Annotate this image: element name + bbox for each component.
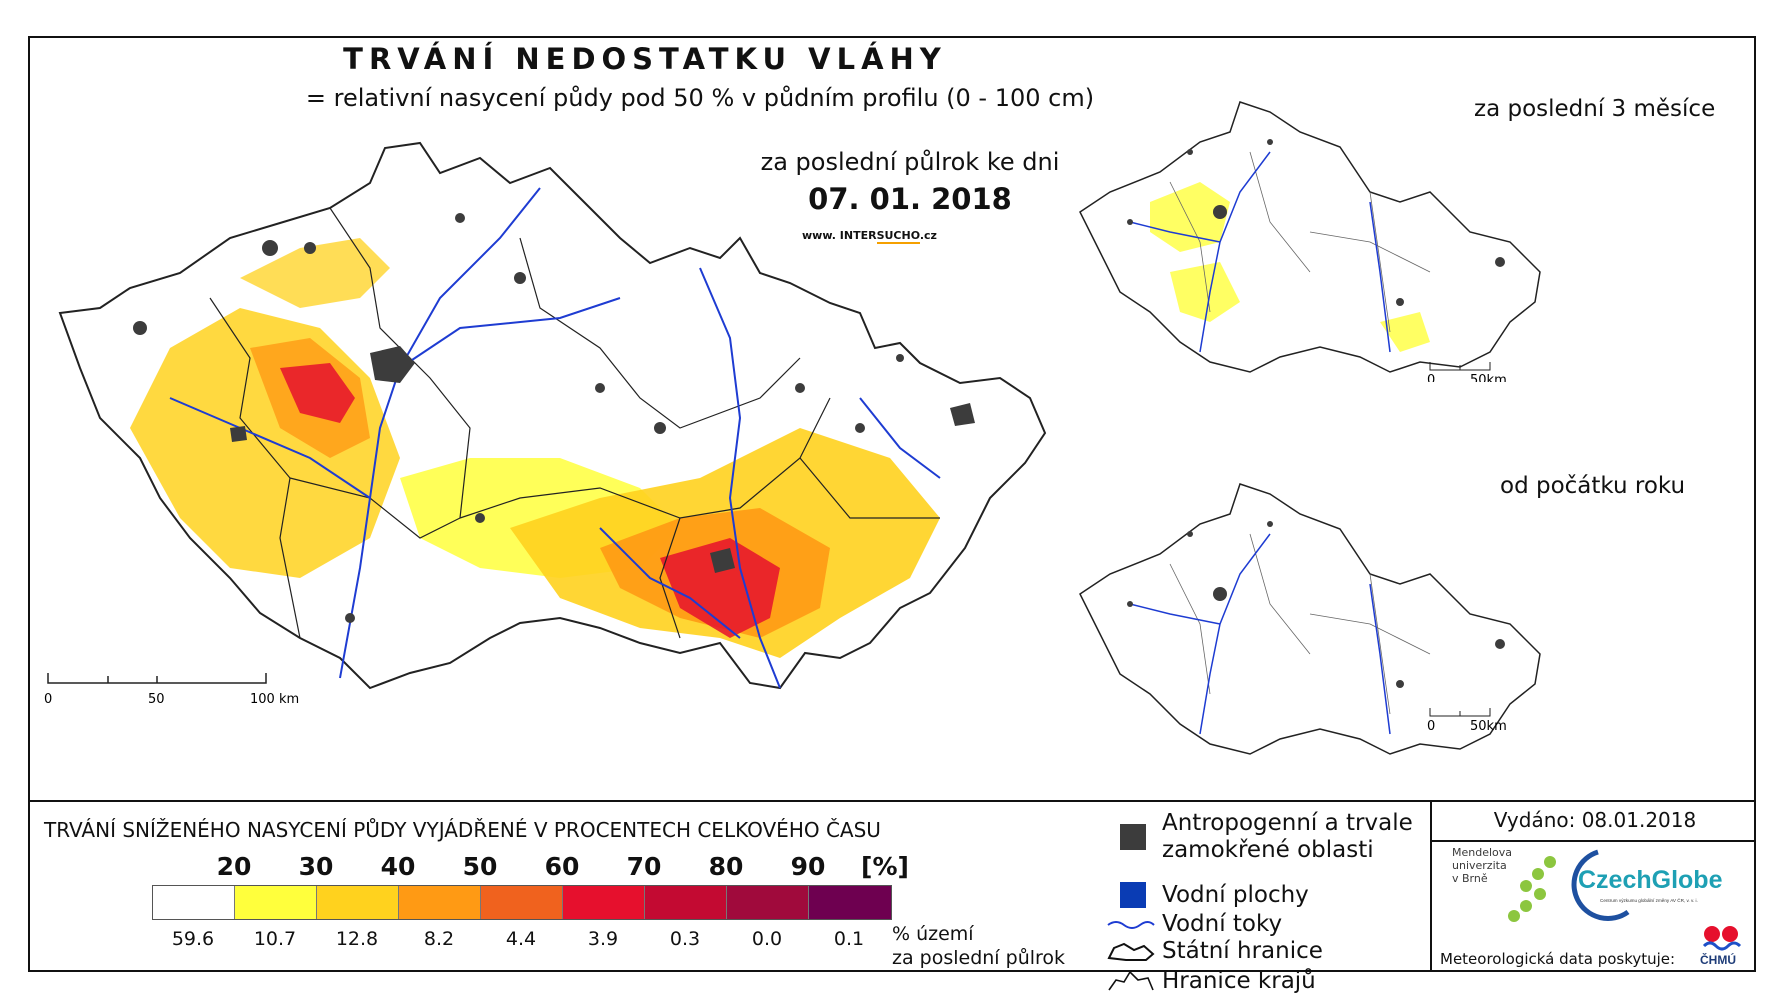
legend-threshold: 90 [790, 852, 826, 881]
mendel-university-logo: Mendelova univerzita v Brně [1452, 846, 1513, 885]
inset-3months-title: za poslední 3 měsíce [1474, 96, 1716, 122]
chmu-logo: ČHMÚ [1698, 924, 1744, 970]
page-title: TRVÁNÍ NEDOSTATKU VLÁHY [343, 42, 947, 76]
legend-swatch [235, 886, 317, 919]
inset-bottom-scale-50: 50km [1470, 719, 1507, 734]
legend-swatch [153, 886, 235, 919]
period-label: za poslední půlrok ke dni [760, 148, 1060, 176]
legend-swatch [563, 886, 645, 919]
drought-zone-north [240, 238, 390, 308]
map-panel: TRVÁNÍ NEDOSTATKU VLÁHY = relativní nasy… [30, 38, 1754, 802]
legend-swatch [645, 886, 727, 919]
legend-threshold: 40 [380, 852, 416, 881]
urban-swatch [1120, 824, 1146, 850]
legend-swatch [727, 886, 809, 919]
inset-3months-map: 0 50km [1079, 101, 1541, 382]
drought-zone-west-severe [280, 363, 355, 423]
legend-percent: 10.7 [253, 928, 297, 950]
legend-percent-label: % území za poslední půlrok [892, 923, 1066, 969]
region-border-icon [1108, 970, 1154, 991]
legend-threshold: 80 [708, 852, 744, 881]
legend-threshold: 60 [544, 852, 580, 881]
inset-top-scale-50: 50km [1470, 373, 1507, 382]
symbol-water: Vodní plochy [1120, 882, 1309, 908]
legend-swatch [399, 886, 481, 919]
legend-percent: 0.0 [751, 928, 783, 950]
scale-tick-50: 50 [148, 692, 165, 707]
inset-bottom-scale-0: 0 [1427, 719, 1435, 734]
legend-threshold: 30 [298, 852, 334, 881]
issued-separator [1432, 840, 1756, 842]
scale-bar-inset-top: 0 50km [1427, 362, 1507, 382]
scale-tick-0: 0 [44, 692, 52, 707]
state-border-icon [1107, 942, 1155, 961]
map-sheet: TRVÁNÍ NEDOSTATKU VLÁHY = relativní nasy… [28, 36, 1758, 994]
symbol-urban: Antropogenní a trvale zamokřené oblasti [1120, 810, 1413, 864]
footer-divider [1430, 800, 1432, 972]
legend-percent: 59.6 [171, 928, 215, 950]
issued-date: Vydáno: 08.01.2018 [1493, 808, 1697, 832]
legend-threshold: 50 [462, 852, 498, 881]
map-date: 07. 01. 2018 [808, 182, 1012, 216]
mendel-dots-icon [1508, 856, 1556, 922]
legend-color-bar [152, 885, 892, 920]
river-icon [1107, 921, 1155, 929]
city-ostrava [950, 403, 975, 426]
legend-percent: 12.8 [335, 928, 379, 950]
legend-percent: 0.1 [833, 928, 865, 950]
legend-threshold: 20 [216, 852, 252, 881]
symbol-state-border: Státní hranice [1107, 938, 1323, 964]
svg-text:Centrum výzkumu globální změny: Centrum výzkumu globální změny AV ČR, v.… [1600, 897, 1698, 903]
czechglobe-logo: CzechGlobe Centrum výzkumu globální změn… [1558, 844, 1758, 928]
svg-text:ČHMÚ: ČHMÚ [1700, 952, 1736, 966]
legend-swatch [481, 886, 563, 919]
symbol-rivers: Vodní toky [1107, 911, 1282, 937]
urban-areas [133, 213, 975, 623]
legend-percent: 0.3 [669, 928, 701, 950]
legend-swatch [317, 886, 399, 919]
scale-bar-inset-bottom: 0 50km [1427, 708, 1507, 734]
legend-percent: 4.4 [505, 928, 537, 950]
chmu-icon: ČHMÚ [1700, 926, 1742, 967]
legend-threshold: 70 [626, 852, 662, 881]
water-swatch [1120, 882, 1146, 908]
inset-year-map: 0 50km [1079, 483, 1541, 755]
main-map: 0 50 100 km [44, 141, 1047, 707]
legend-title: TRVÁNÍ SNÍŽENÉHO NASYCENÍ PŮDY VYJÁDŘENÉ… [44, 818, 881, 842]
drought-zone-south-severe [660, 538, 780, 638]
meteo-data-provider: Meteorologická data poskytuje: [1440, 950, 1676, 968]
legend-percent: 3.9 [587, 928, 619, 950]
scale-tick-100: 100 km [250, 692, 299, 707]
rivers [169, 187, 941, 689]
legend-percent: 8.2 [423, 928, 455, 950]
scale-bar-main: 0 50 100 km [44, 673, 299, 707]
inset-top-scale-0: 0 [1427, 373, 1435, 382]
legend-swatch [809, 886, 891, 919]
city-brno [710, 548, 735, 573]
symbol-region-border: Hranice krajů [1108, 968, 1316, 994]
city-plzen [230, 426, 247, 442]
legend-unit: [%] [861, 852, 909, 881]
legend-thresholds: 20 30 40 50 60 70 80 90 [%] [30, 852, 1030, 882]
region-borders [209, 207, 940, 639]
inset-year-title: od počátku roku [1500, 473, 1686, 499]
website-link[interactable]: www. INTERSUCHO.cz [802, 229, 937, 244]
svg-text:CzechGlobe: CzechGlobe [1578, 866, 1723, 894]
czechglobe-icon: CzechGlobe Centrum výzkumu globální změn… [1571, 849, 1723, 921]
city-prague [370, 346, 415, 383]
page-subtitle: = relativní nasycení půdy pod 50 % v půd… [305, 84, 1095, 112]
